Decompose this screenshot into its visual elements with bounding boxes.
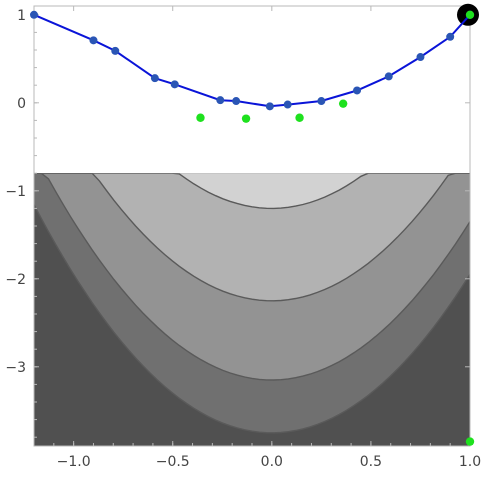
- series-point: [265, 102, 274, 111]
- scatter-layer: [196, 10, 475, 446]
- scatter-point: [196, 113, 205, 122]
- series-point: [416, 53, 425, 62]
- contour-line: [34, 173, 470, 210]
- series-point: [384, 72, 393, 81]
- x-tick-label: −0.5: [156, 454, 190, 470]
- y-tick-label: −2: [5, 272, 26, 288]
- x-tick-label: 0.5: [360, 454, 382, 470]
- series-point: [353, 86, 362, 95]
- series-point: [30, 10, 38, 19]
- contour-band: [34, 173, 470, 301]
- series-layer: [30, 3, 479, 111]
- x-tick-label: 0.0: [261, 454, 283, 470]
- series-point: [216, 96, 225, 105]
- scatter-point: [295, 113, 304, 122]
- series-line: [33, 13, 471, 108]
- contour-bands: [34, 173, 470, 446]
- series-point: [317, 97, 326, 106]
- scatter-point: [241, 114, 251, 123]
- y-tick-label: −3: [5, 360, 26, 376]
- series-point: [446, 32, 455, 41]
- y-tick-label: 0: [17, 96, 26, 112]
- axes: −1.0 −0.5 0.0 0.5 1.0 −3 −2 −1 0 1: [5, 5, 481, 470]
- series-point: [283, 100, 292, 109]
- contour-line: [34, 173, 470, 381]
- series-point: [89, 36, 98, 45]
- contour-line: [34, 204, 470, 434]
- x-tick-label: −1.0: [57, 454, 91, 470]
- contour-fill-group: [34, 173, 470, 446]
- scatter-point: [465, 10, 475, 19]
- series-point: [111, 46, 120, 55]
- contour-band: [34, 173, 470, 209]
- series-point: [150, 74, 159, 83]
- y-tick-label: −1: [5, 184, 26, 200]
- contour-line: [34, 173, 470, 302]
- series-point: [170, 80, 179, 89]
- scatter-point: [338, 99, 348, 108]
- scatter-point: [465, 437, 475, 446]
- x-tick-label: 1.0: [459, 454, 481, 470]
- y-tick-label: 1: [17, 8, 26, 24]
- series-point: [232, 97, 241, 106]
